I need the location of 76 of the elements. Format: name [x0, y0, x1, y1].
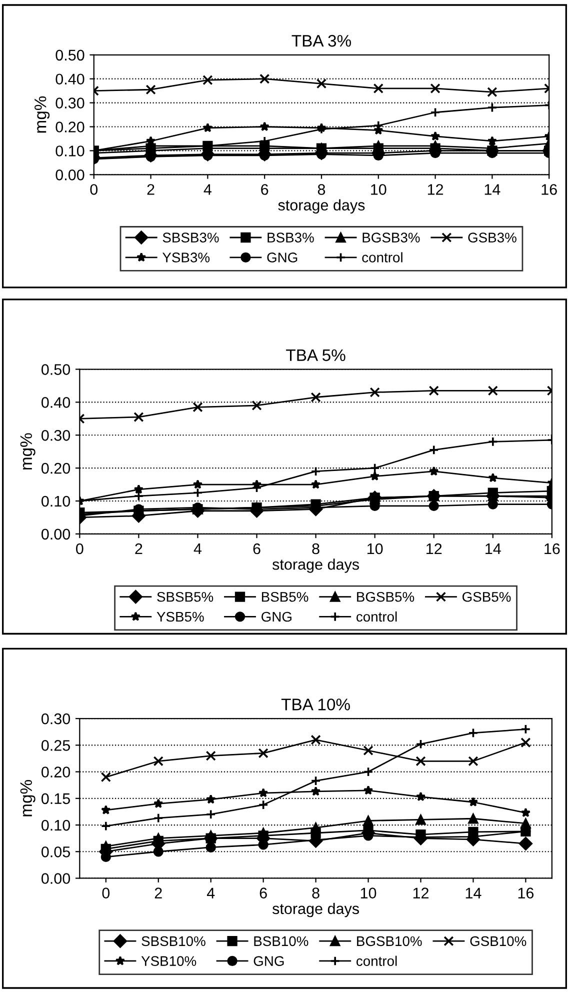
y-tick-label: 0.25 — [41, 740, 70, 751]
legend-label: YSB5% — [156, 612, 204, 622]
legend-label: GNG — [254, 956, 284, 966]
chart-title: TBA 5% — [286, 349, 346, 362]
legend-label: GNG — [262, 612, 292, 622]
y-tick-label: 0.30 — [56, 98, 84, 108]
legend-label: BSB5% — [262, 592, 308, 602]
legend-label: GSB5% — [462, 592, 511, 602]
legend-label: BGSB10% — [357, 936, 422, 946]
y-tick-label: 0.20 — [56, 122, 84, 132]
y-tick-label: 0.05 — [41, 846, 70, 858]
x-tick-label: 0 — [102, 888, 110, 898]
y-tick-label: 0.50 — [41, 364, 70, 375]
y-tick-label: 0.10 — [56, 146, 84, 156]
legend-label: YSB3% — [162, 252, 210, 262]
x-tick-label: 2 — [147, 184, 154, 195]
legend-label: SBSB10% — [142, 936, 206, 946]
x-tick-label: 10 — [368, 543, 383, 554]
x-tick-label: 12 — [426, 543, 442, 554]
x-tick-label: 6 — [260, 888, 267, 898]
x-tick-label: 16 — [518, 888, 534, 898]
chart-title: TBA 10% — [281, 698, 350, 710]
x-tick-label: 4 — [194, 544, 202, 554]
legend-label: BSB10% — [254, 936, 308, 946]
chart-title: TBA 3% — [292, 34, 351, 47]
x-tick-label: 12 — [413, 888, 428, 898]
y-tick-label: 0.20 — [41, 766, 70, 778]
x-tick-label: 16 — [542, 184, 557, 195]
legend-label: BGSB3% — [362, 232, 420, 243]
x-axis-title: storage days — [272, 902, 359, 918]
legend-label: control — [356, 956, 397, 966]
y-tick-label: 0.40 — [56, 74, 84, 85]
x-tick-label: 10 — [360, 888, 376, 898]
y-tick-label: 0.20 — [41, 462, 70, 474]
legend-label: GSB3% — [468, 232, 516, 243]
x-tick-label: 8 — [318, 184, 326, 195]
x-tick-label: 14 — [486, 544, 501, 554]
y-axis-title: mg% — [34, 96, 50, 133]
y-tick-label: 0.00 — [56, 170, 84, 180]
y-tick-label: 0.00 — [41, 528, 70, 540]
y-tick-label: 0.00 — [41, 873, 70, 884]
legend-label: control — [362, 252, 402, 262]
legend-label: GNG — [267, 252, 298, 262]
x-tick-label: 0 — [90, 184, 98, 195]
x-tick-label: 4 — [204, 184, 212, 195]
legend-label: YSB10% — [141, 956, 196, 966]
x-tick-label: 8 — [312, 888, 320, 898]
x-tick-label: 16 — [544, 543, 560, 554]
x-tick-label: 0 — [76, 543, 84, 554]
legend-label: control — [356, 611, 397, 622]
y-tick-label: 0.40 — [41, 397, 70, 408]
y-tick-label: 0.30 — [41, 713, 70, 724]
legend-label: BGSB5% — [357, 592, 414, 602]
y-tick-label: 0.10 — [41, 496, 70, 507]
x-tick-label: 2 — [135, 543, 142, 554]
x-axis-title: storage days — [272, 558, 359, 573]
y-axis-title: mg% — [20, 433, 36, 470]
legend-label: SBSB3% — [162, 232, 219, 243]
legend-label: BSB3% — [268, 232, 314, 243]
y-tick-label: 0.30 — [41, 430, 70, 441]
y-tick-label: 0.50 — [56, 50, 84, 61]
x-tick-label: 4 — [206, 888, 215, 898]
x-tick-label: 14 — [484, 184, 500, 195]
y-tick-label: 0.15 — [41, 793, 70, 804]
x-tick-label: 6 — [253, 543, 260, 554]
y-axis-title: mg% — [20, 780, 36, 816]
x-tick-label: 2 — [154, 888, 162, 898]
y-tick-label: 0.10 — [41, 820, 70, 831]
x-axis-title: storage days — [278, 199, 365, 214]
legend-label: SBSB5% — [157, 592, 214, 602]
legend-label: GSB10% — [470, 936, 526, 946]
x-tick-label: 6 — [261, 184, 268, 195]
x-tick-label: 14 — [466, 888, 482, 898]
x-tick-label: 12 — [428, 184, 444, 195]
x-tick-label: 10 — [371, 184, 386, 195]
x-tick-label: 8 — [312, 543, 320, 554]
